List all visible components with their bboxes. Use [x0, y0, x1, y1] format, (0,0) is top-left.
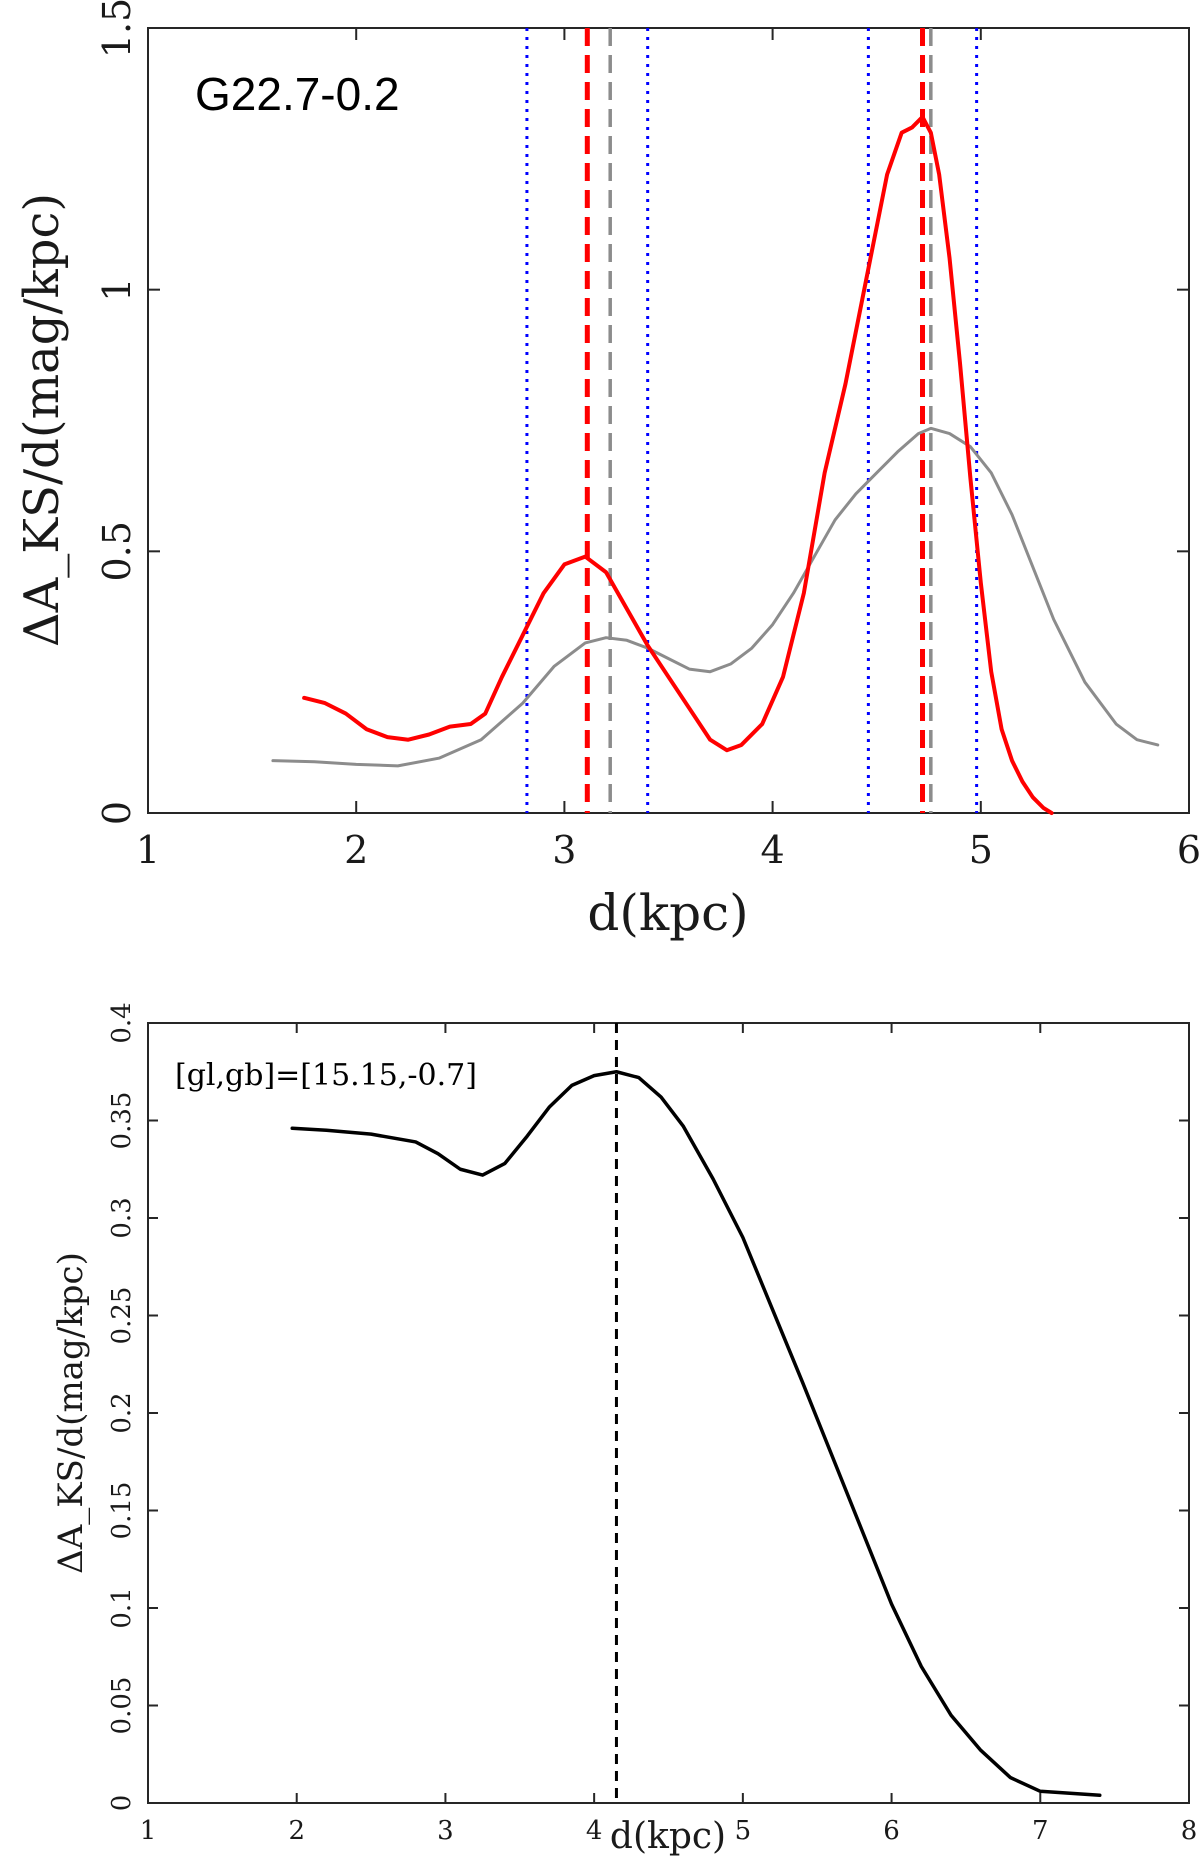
x-tick-label: 4: [586, 1816, 603, 1846]
top-annotation: G22.7-0.2: [195, 68, 400, 120]
y-tick-label: 0.15: [107, 1482, 137, 1540]
x-tick-label: 4: [761, 828, 785, 872]
x-tick-label: 3: [437, 1816, 454, 1846]
top-y-axis-label: ΔA_KS/d(mag/kpc): [14, 193, 70, 647]
x-tick-label: 7: [1032, 1816, 1049, 1846]
y-tick-label: 1.5: [95, 0, 139, 58]
y-tick-label: 1: [95, 278, 139, 302]
x-tick-label: 5: [735, 1816, 752, 1846]
y-tick-label: 0.2: [107, 1392, 137, 1433]
y-tick-label: 0.4: [107, 1002, 137, 1043]
x-tick-label: 8: [1181, 1816, 1198, 1846]
top-y-ticks: 0 0.5 1 1.5: [95, 0, 1189, 825]
bottom-annotation: [gl,gb]=[15.15,-0.7]: [175, 1058, 477, 1093]
top-x-axis-label: d(kpc): [587, 884, 748, 942]
y-tick-label: 0: [107, 1795, 137, 1812]
series-line-red: [302, 114, 1054, 815]
y-tick-label: 0.3: [107, 1197, 137, 1238]
y-tick-label: 0.1: [107, 1587, 137, 1628]
bottom-x-axis-label: d(kpc): [610, 1816, 726, 1857]
x-tick-label: 6: [1177, 828, 1200, 872]
bottom-plot-frame: [147, 1022, 1190, 1804]
y-tick-label: 0.25: [107, 1287, 137, 1345]
top-series: [271, 114, 1160, 815]
y-tick-label: 0: [95, 801, 139, 825]
x-tick-label: 2: [344, 828, 368, 872]
x-tick-label: 2: [288, 1816, 305, 1846]
bottom-panel: 1 2 3 4 5 6 7 8 0 0.05 0.1 0.15 0.2 0.25 0.3 0.35 0.4 […: [51, 1002, 1197, 1857]
top-panel: 1 2 3 4 5 6 0 0.5 1 1.5 G22.7-0.2 d(kpc) ΔA_KS/d…: [14, 0, 1200, 942]
x-tick-label: 1: [136, 828, 160, 872]
series-line-gray: [271, 426, 1160, 768]
bottom-y-ticks: 0 0.05 0.1 0.15 0.2 0.25 0.3 0.35 0.4: [107, 1002, 1189, 1811]
y-tick-label: 0.5: [95, 521, 139, 581]
x-tick-label: 3: [552, 828, 576, 872]
top-plot-frame: [147, 27, 1190, 814]
bottom-y-axis-label: ΔA_KS/d(mag/kpc): [51, 1252, 91, 1574]
x-tick-label: 1: [140, 1816, 157, 1846]
top-vertical-lines: [525, 28, 979, 813]
y-tick-label: 0.05: [107, 1677, 137, 1735]
bottom-series: [290, 1070, 1102, 1797]
series-line-black: [290, 1070, 1102, 1797]
y-tick-label: 0.35: [107, 1092, 137, 1150]
top-x-ticks: 1 2 3 4 5 6: [136, 28, 1200, 872]
x-tick-label: 5: [969, 828, 993, 872]
bottom-x-ticks: 1 2 3 4 5 6 7 8: [140, 1023, 1198, 1846]
x-tick-label: 6: [883, 1816, 900, 1846]
